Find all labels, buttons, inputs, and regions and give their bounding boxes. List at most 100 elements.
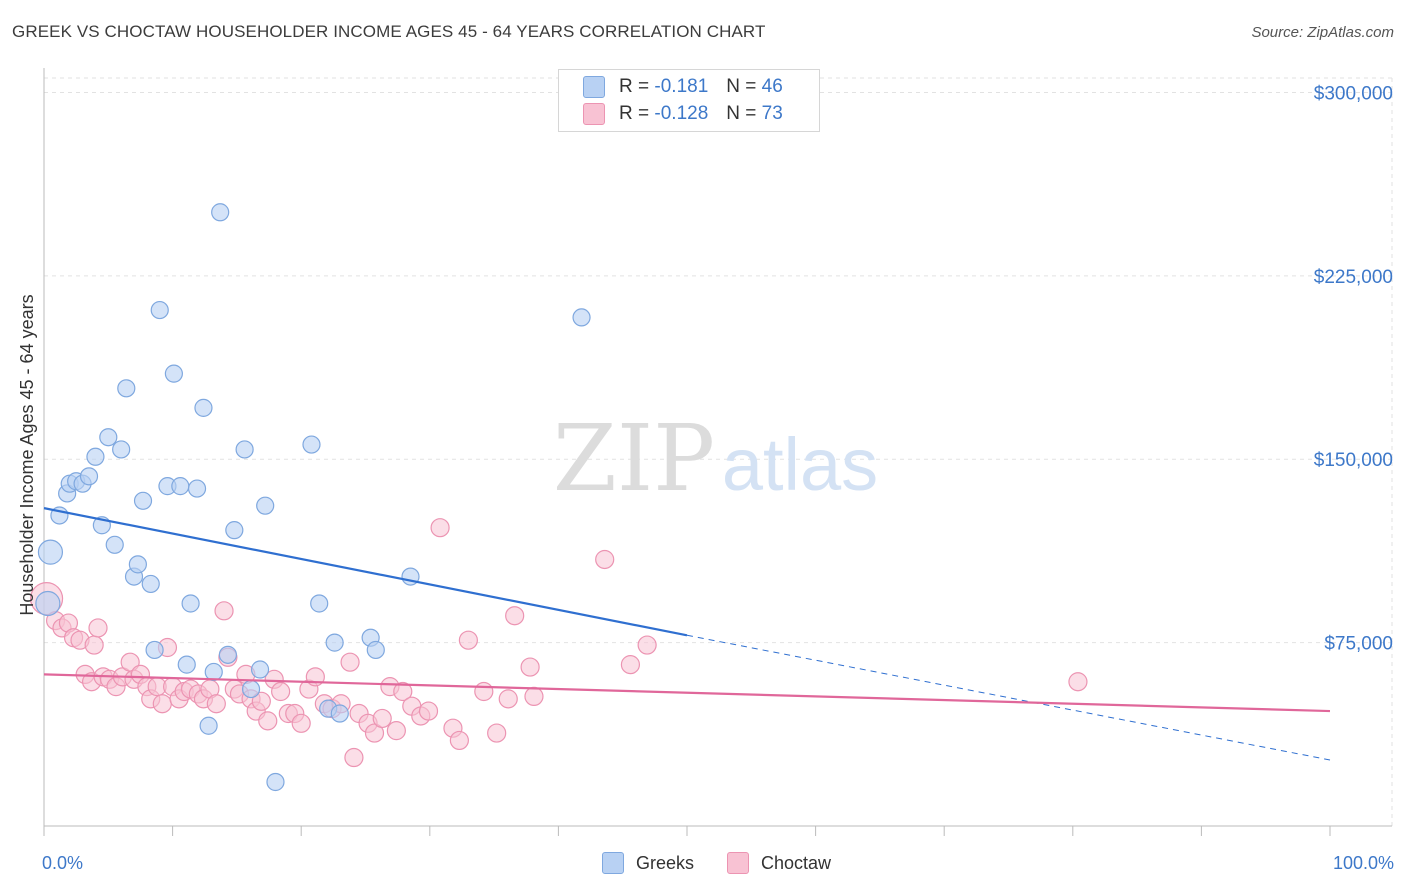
legend-row-greeks: R = -0.181 N = 46 (583, 75, 783, 99)
choctaw-point (206, 694, 226, 714)
watermark-zip: ZIP (553, 405, 715, 512)
choctaw-point (291, 713, 311, 733)
choctaw-point (1068, 672, 1088, 692)
choctaw-point (524, 686, 544, 707)
legend-n-value-greeks: 46 (761, 76, 783, 97)
y-tick-label: $300,000 (1314, 83, 1393, 104)
choctaw-point (595, 549, 615, 570)
greeks-point (35, 590, 61, 617)
greeks-point (204, 662, 223, 682)
legend: R = -0.181 N = 46 R = -0.128 N = 73 (558, 69, 820, 132)
greeks-point (266, 772, 285, 792)
greeks-point (250, 660, 270, 679)
y-tick-label: $225,000 (1314, 267, 1393, 288)
choctaw-point (393, 681, 413, 702)
axes (43, 68, 1392, 836)
greeks-point (256, 496, 275, 515)
y-axis-title: Householder Income Ages 45 - 64 years (17, 294, 37, 615)
greeks-point (79, 467, 99, 486)
greeks-point (37, 539, 64, 565)
bottom-legend-swatch-choctaw (727, 852, 749, 874)
choctaw-point (251, 691, 271, 711)
legend-r-value-choctaw: -0.128 (654, 103, 709, 124)
greeks-point (181, 594, 200, 613)
greeks-point (117, 379, 136, 398)
greeks-point (211, 203, 230, 222)
choctaw-point (340, 652, 360, 672)
choctaw-point (84, 635, 104, 655)
greeks-point (225, 521, 244, 540)
greeks-point (86, 447, 105, 466)
greeks-point (128, 555, 147, 574)
bottom-legend-choctaw: Choctaw (727, 852, 831, 874)
choctaw-point (386, 721, 406, 741)
choctaw-point (152, 694, 172, 714)
greeks-point (194, 398, 213, 417)
axis-labels: $75,000 $150,000 $225,000 $300,000 0.0% 100.0… (17, 83, 1394, 873)
greeks-point (187, 479, 207, 498)
y-tick-label: $75,000 (1324, 634, 1393, 655)
watermark-atlas: atlas (722, 423, 878, 506)
choctaw-point (214, 601, 234, 621)
legend-r-label: R = (619, 103, 650, 124)
greeks-trend-extension (686, 634, 1331, 761)
choctaw-point (449, 730, 469, 751)
choctaw-point (520, 657, 540, 677)
greeks-point (133, 491, 153, 510)
legend-n-label: N = (726, 76, 757, 97)
choctaw-trend-line (43, 673, 1331, 713)
choctaw-point (271, 681, 291, 702)
choctaw-point (474, 681, 494, 702)
choctaw-point (372, 708, 392, 729)
bottom-legend-swatch-greeks (602, 852, 624, 874)
chart-title: GREEK VS CHOCTAW HOUSEHOLDER INCOME AGES… (12, 22, 766, 41)
greeks-point (150, 300, 169, 320)
trend-lines (43, 507, 1331, 761)
legend-n-label: N = (726, 103, 757, 124)
series-greeks-points (35, 203, 591, 792)
bottom-legend-label-choctaw: Choctaw (761, 852, 832, 873)
y-tick-label: $150,000 (1314, 450, 1393, 471)
bottom-legend-greeks: Greeks (602, 852, 694, 874)
greeks-point (105, 535, 124, 554)
x-tick-label-max: 100.0% (1333, 853, 1394, 873)
legend-n-value-choctaw: 73 (761, 103, 783, 124)
greeks-point (141, 574, 160, 594)
bottom-legend-label-greeks: Greeks (636, 852, 695, 873)
choctaw-point (430, 518, 450, 538)
legend-swatch-choctaw (583, 103, 605, 125)
greeks-point (302, 435, 321, 454)
legend-swatch-greeks (583, 76, 605, 98)
choctaw-point (258, 711, 278, 731)
watermark: ZIP atlas (553, 405, 878, 512)
choctaw-point (88, 618, 108, 638)
legend-r-value-greeks: -0.181 (654, 76, 709, 97)
choctaw-point (418, 701, 439, 721)
source-label: Source: ZipAtlas.com (1251, 24, 1394, 41)
choctaw-point (487, 723, 507, 743)
choctaw-point (458, 630, 478, 650)
x-tick-label-min: 0.0% (42, 853, 83, 873)
greeks-point (145, 640, 164, 660)
legend-r-label: R = (619, 76, 650, 97)
choctaw-point (620, 655, 641, 675)
greeks-point (572, 308, 591, 327)
choctaw-point (344, 747, 364, 768)
greeks-point (366, 640, 385, 660)
choctaw-point (498, 689, 518, 709)
greeks-point (310, 594, 329, 613)
greeks-point (235, 440, 254, 459)
greeks-point (330, 704, 349, 723)
greeks-trend-line (43, 507, 688, 637)
greeks-point (325, 633, 344, 652)
legend-row-choctaw: R = -0.128 N = 73 (583, 102, 783, 126)
greeks-point (164, 364, 183, 383)
choctaw-point (637, 635, 657, 655)
greeks-point (218, 645, 237, 664)
choctaw-point (505, 606, 525, 626)
greeks-point (199, 716, 218, 735)
greeks-point (241, 679, 261, 699)
greeks-point (99, 428, 118, 447)
greeks-point (171, 477, 190, 496)
